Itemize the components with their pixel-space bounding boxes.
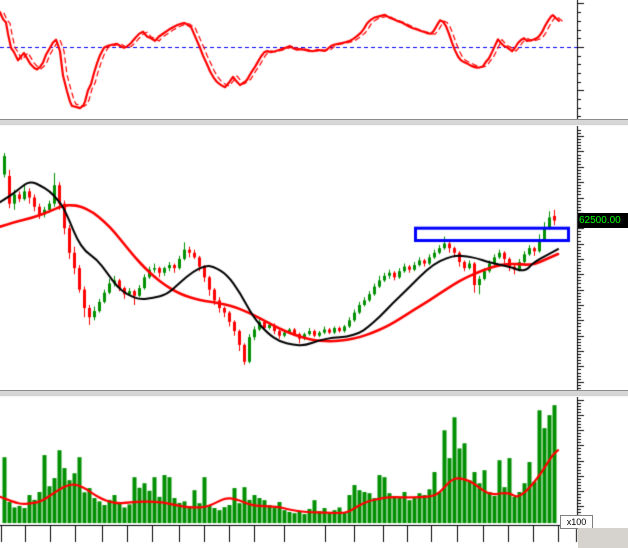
volume-unit-label: x100 [560, 515, 593, 529]
axis-corner [578, 528, 628, 548]
price-panel[interactable] [0, 126, 577, 390]
time-axis[interactable]: 22MAMJJASOND2023MAMJJASOND [0, 525, 578, 548]
last-price-tag: 62500.00 [578, 213, 628, 228]
last-price-value: 62500.00 [579, 215, 621, 226]
indicator-panel[interactable] [0, 0, 577, 119]
panel-splitter-bottom[interactable] [0, 390, 628, 397]
volume-panel[interactable] [0, 397, 577, 525]
value-axis[interactable]: 50000-5000900008500080000750007000065000… [578, 0, 628, 525]
panel-splitter-top[interactable] [0, 119, 628, 126]
